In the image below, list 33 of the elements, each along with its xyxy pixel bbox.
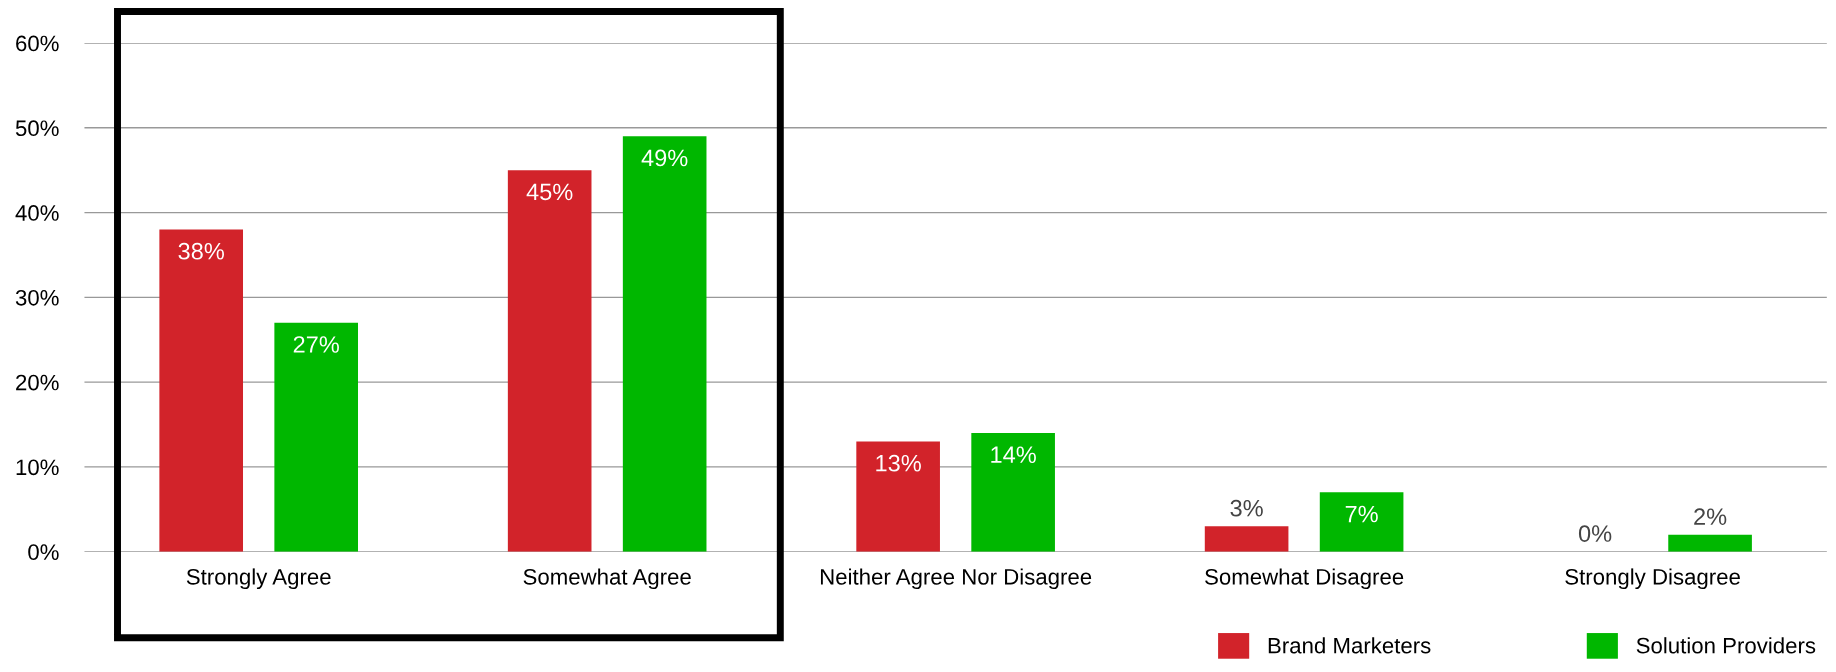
text: 0% (1578, 525, 1612, 542)
x-tick-label: Somewhat Agree (523, 568, 691, 590)
bar (856, 441, 940, 552)
x-tick-label: Strongly Agree (186, 568, 331, 590)
text: 38% (178, 242, 224, 260)
text: 3% (1230, 499, 1263, 517)
text: 7% (1345, 505, 1378, 523)
y-tick-label: 60% (16, 35, 59, 52)
x-tick-label: Neither Agree Nor Disagree (820, 568, 1092, 590)
legend-label: Brand Marketers (1268, 637, 1431, 654)
y-tick-label: 10% (16, 459, 59, 476)
y-tick-label: 50% (15, 120, 59, 137)
bar (507, 170, 592, 552)
bar (1668, 534, 1752, 552)
bar (1319, 492, 1404, 552)
bar (622, 136, 707, 552)
bar (274, 322, 359, 552)
y-tick-label: 40% (15, 205, 59, 221)
y-tick-label: 0% (28, 544, 59, 560)
text: 45% (526, 183, 573, 201)
x-tick-label: Strongly Disagree (1565, 568, 1740, 590)
y-tick-label: 20% (16, 374, 59, 391)
x-tick-label: Somewhat Disagree (1205, 568, 1404, 590)
text: 49% (641, 149, 688, 167)
bar (1204, 526, 1289, 552)
text: 13% (876, 454, 921, 472)
y-tick-label: 30% (15, 289, 59, 306)
bar (159, 229, 244, 552)
text: 27% (293, 336, 339, 353)
bar (971, 433, 1055, 552)
text: 2% (1694, 508, 1727, 525)
legend-label: Solution Providers (1636, 637, 1816, 654)
text: 14% (991, 446, 1036, 463)
